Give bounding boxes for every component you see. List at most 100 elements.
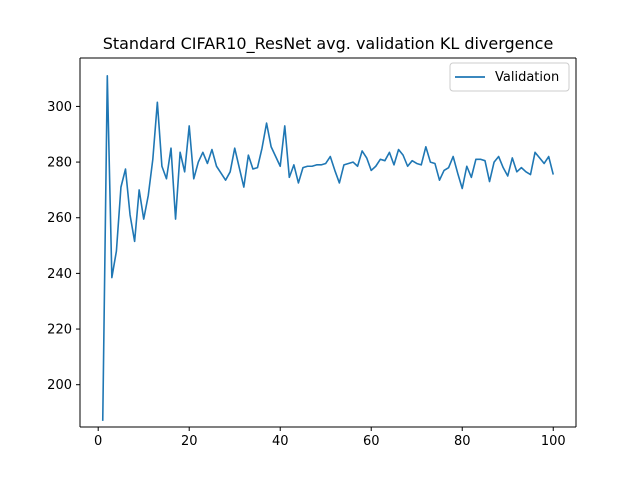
data-point (498, 156, 500, 158)
data-point (329, 156, 331, 158)
data-point (293, 164, 295, 166)
data-point (238, 167, 240, 169)
data-point (157, 101, 159, 103)
data-point (448, 167, 450, 169)
data-point (452, 156, 454, 158)
data-point (252, 168, 254, 170)
data-point (216, 165, 218, 167)
data-point (552, 174, 554, 176)
data-point (370, 170, 372, 172)
data-point (489, 181, 491, 183)
data-point (111, 277, 113, 279)
y-tick-label: 300 (47, 100, 72, 115)
legend-box (449, 62, 570, 92)
data-point (507, 175, 509, 177)
data-point (248, 154, 250, 156)
data-point (484, 160, 486, 162)
data-point (521, 167, 523, 169)
data-point (116, 250, 118, 252)
plot-area (101, 75, 555, 422)
data-point (202, 152, 204, 154)
x-tick-label: 60 (363, 434, 380, 449)
data-point (102, 420, 104, 422)
data-point (120, 186, 122, 188)
data-point (430, 161, 432, 163)
data-point (411, 160, 413, 162)
data-point (525, 171, 527, 173)
data-point (443, 170, 445, 172)
data-point (125, 168, 127, 170)
data-point (380, 158, 382, 160)
data-point (179, 152, 181, 154)
data-point (425, 146, 427, 148)
data-point (407, 165, 409, 167)
data-point (243, 186, 245, 188)
data-point (152, 158, 154, 160)
legend-label-validation: Validation (495, 70, 559, 85)
data-point (539, 157, 541, 159)
x-tick-label: 80 (454, 434, 471, 449)
data-point (320, 164, 322, 166)
data-point (284, 125, 286, 127)
data-point (461, 188, 463, 190)
x-tick-label: 20 (181, 434, 198, 449)
data-point (166, 178, 168, 180)
data-point (266, 122, 268, 124)
data-point (257, 167, 259, 169)
y-tick-label: 200 (47, 378, 72, 393)
legend: Validation (449, 62, 570, 92)
data-point (420, 164, 422, 166)
data-point (466, 165, 468, 167)
data-point (170, 147, 172, 149)
y-tick-label: 240 (47, 267, 72, 282)
data-point (530, 174, 532, 176)
data-point (184, 171, 186, 173)
chart-title: Standard CIFAR10_ResNet avg. validation … (103, 34, 554, 54)
data-point (534, 152, 536, 154)
data-point (311, 165, 313, 167)
data-point (234, 147, 236, 149)
data-point (475, 158, 477, 160)
data-point (302, 167, 304, 169)
data-point (147, 195, 149, 197)
data-point (457, 172, 459, 174)
y-tick-label: 280 (47, 156, 72, 171)
data-point (389, 152, 391, 154)
data-point (334, 170, 336, 172)
axes: 0 20 40 60 80 100 200 220 240 260 280 300 (47, 57, 577, 449)
data-point (188, 125, 190, 127)
y-tick-label: 260 (47, 211, 72, 226)
x-tick-label: 100 (541, 434, 566, 449)
data-point (175, 218, 177, 220)
data-point (366, 157, 368, 159)
data-point (298, 182, 300, 184)
data-point (502, 167, 504, 169)
data-point (261, 147, 263, 149)
series-line-validation (101, 75, 555, 421)
data-point (289, 177, 291, 179)
data-point (361, 150, 363, 152)
data-point (325, 163, 327, 165)
x-tick-label: 0 (94, 434, 102, 449)
data-point (198, 161, 200, 163)
data-point (393, 164, 395, 166)
data-point (211, 149, 213, 151)
data-point (138, 189, 140, 191)
data-point (402, 154, 404, 156)
data-point (339, 182, 341, 184)
data-point (543, 163, 545, 165)
data-point (193, 178, 195, 180)
data-point (270, 146, 272, 148)
data-point (439, 179, 441, 181)
data-point (352, 161, 354, 163)
data-point (348, 163, 350, 165)
data-point (275, 156, 277, 158)
data-point (279, 165, 281, 167)
data-point (134, 241, 136, 243)
data-point (548, 156, 550, 158)
data-point (229, 171, 231, 173)
data-point (161, 165, 163, 167)
y-tick-label: 220 (47, 323, 72, 338)
data-point (434, 163, 436, 165)
